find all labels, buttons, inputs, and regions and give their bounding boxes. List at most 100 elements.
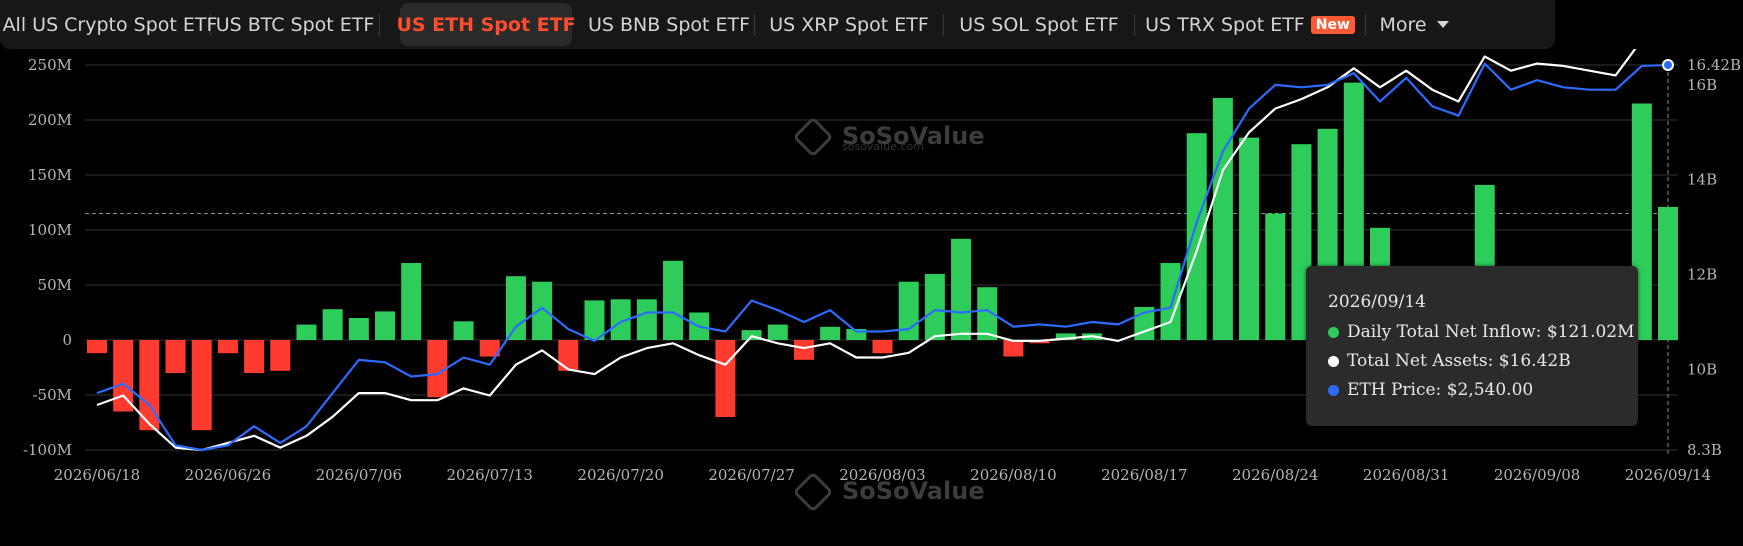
tab-all-us-crypto-spot-etf[interactable]: All US Crypto Spot ETF (3, 3, 218, 46)
more-dropdown[interactable]: More (1366, 3, 1462, 46)
tab-divider (379, 13, 380, 36)
x-tick-label: 2026/09/14 (1625, 466, 1711, 484)
inflow-bar (217, 340, 238, 354)
tab-us-xrp-spot-etf[interactable]: US XRP Spot ETF (755, 3, 943, 46)
inflow-bar (951, 238, 972, 340)
inflow-bar (715, 340, 736, 417)
watermark-brand: SoSoValue (842, 477, 985, 505)
inflow-bar (505, 276, 526, 340)
tab-divider (943, 13, 944, 36)
x-tick-label: 2026/08/17 (1101, 466, 1187, 484)
tooltip-price-label: ETH Price: (1347, 380, 1442, 400)
y-right-tick-label: 10B (1687, 360, 1717, 378)
x-tick-label: 2026/08/10 (970, 466, 1056, 484)
etf-tab-bar: All US Crypto Spot ETF US BTC Spot ETF U… (0, 0, 1555, 49)
inflow-bar (1265, 213, 1286, 340)
x-tick-label: 2026/08/31 (1363, 466, 1449, 484)
y-left-tick-label: -100M (23, 441, 72, 459)
x-tick-label: 2026/07/20 (577, 466, 663, 484)
inflow-bar (532, 281, 553, 340)
tab-divider (1134, 13, 1135, 36)
y-left-tick-label: 0 (62, 331, 72, 349)
y-right-tick-label: 14B (1687, 171, 1717, 189)
new-badge: New (1310, 15, 1355, 34)
inflow-bar (348, 318, 369, 340)
x-tick-label: 2026/08/24 (1232, 466, 1318, 484)
inflow-bar (872, 340, 893, 354)
sosovalue-logo-icon (794, 473, 832, 511)
inflow-bar (793, 340, 814, 360)
tab-us-btc-spot-etf[interactable]: US BTC Spot ETF (211, 3, 379, 46)
watermark-url: sosovalue.com (842, 140, 924, 153)
y-left-tick-label: 50M (38, 276, 72, 294)
tab-divider (754, 13, 755, 36)
inflow-bar (898, 281, 919, 340)
tab-us-bnb-spot-etf[interactable]: US BNB Spot ETF (584, 3, 754, 46)
tooltip-assets-label: Total Net Assets: (1347, 351, 1494, 371)
tab-label: US TRX Spot ETF (1145, 13, 1305, 36)
tab-label: US BTC Spot ETF (215, 13, 375, 36)
tab-label: All US Crypto Spot ETF (2, 13, 218, 36)
y-right-tick-label: 16.42B (1687, 56, 1741, 74)
x-tick-label: 2026/09/08 (1494, 466, 1580, 484)
price-dot (1328, 384, 1339, 396)
inflow-bar (1186, 133, 1207, 340)
inflow-bar (636, 299, 657, 340)
inflow-bar (401, 263, 422, 340)
y-left-tick-label: 150M (28, 166, 72, 184)
y-right-tick-label: 16B (1687, 76, 1717, 94)
inflow-bar (767, 324, 788, 340)
inflow-dot (1328, 326, 1339, 338)
eth-price-line (96, 62, 1669, 452)
inflow-bar (741, 330, 762, 340)
tab-divider (1365, 13, 1366, 36)
inflow-bar (139, 340, 160, 431)
tab-label: US ETH Spot ETF (396, 13, 576, 36)
tooltip-row-price: ETH Price: $2,540.00 (1328, 380, 1533, 400)
tab-us-sol-spot-etf[interactable]: US SOL Spot ETF (944, 3, 1134, 46)
tab-divider (210, 13, 211, 36)
inflow-bar (846, 329, 867, 340)
inflow-bar (165, 340, 186, 373)
total-net-assets-line (96, 49, 1637, 452)
tab-label: US BNB Spot ETF (587, 13, 751, 36)
x-tick-label: 2026/06/18 (54, 466, 140, 484)
tooltip-inflow-label: Daily Total Net Inflow: (1347, 322, 1542, 342)
y-right-tick-label: 12B (1687, 266, 1717, 284)
inflow-bar (1212, 98, 1233, 340)
assets-dot (1328, 355, 1339, 367)
chevron-down-icon (1436, 21, 1449, 28)
tooltip-row-assets: Total Net Assets: $16.42B (1328, 351, 1571, 371)
tooltip-row-inflow: Daily Total Net Inflow: $121.02M (1328, 322, 1635, 342)
inflow-bar (375, 311, 396, 340)
x-tick-label: 2026/07/13 (447, 466, 533, 484)
axis-labels: 250M 200M 150M 100M 50M 0 -50M -100M 16.42B 16B 14… (23, 56, 1741, 484)
inflow-bar (479, 340, 500, 357)
inflow-bar (1003, 340, 1024, 357)
inflow-bar (1055, 333, 1076, 340)
inflow-bar (191, 340, 212, 431)
y-left-tick-label: -50M (32, 386, 72, 404)
inflow-bar (113, 340, 134, 412)
y-right-tick-label: 8.3B (1687, 441, 1722, 459)
inflow-bar (820, 326, 841, 340)
tab-label: US XRP Spot ETF (769, 13, 929, 36)
y-left-tick-label: 200M (28, 111, 72, 129)
sosovalue-logo-icon (794, 118, 832, 156)
inflow-bar (584, 300, 605, 340)
y-left-tick-label: 100M (28, 221, 72, 239)
tab-us-trx-spot-etf[interactable]: US TRX Spot ETF New (1135, 3, 1365, 46)
highlight-point (1662, 59, 1674, 71)
x-tick-label: 2026/06/26 (185, 466, 271, 484)
series-lines (96, 49, 1674, 452)
x-tick-label: 2026/07/06 (316, 466, 402, 484)
inflow-bar (924, 274, 945, 340)
chart-tooltip: 2026/09/14 Daily Total Net Inflow: $121.… (1306, 266, 1638, 426)
tooltip-assets-value: $16.42B (1498, 351, 1571, 371)
tab-us-eth-spot-etf[interactable]: US ETH Spot ETF (396, 3, 576, 46)
inflow-bar (296, 324, 317, 340)
y-left-tick-label: 250M (28, 56, 72, 74)
tab-label: US SOL Spot ETF (959, 13, 1119, 36)
